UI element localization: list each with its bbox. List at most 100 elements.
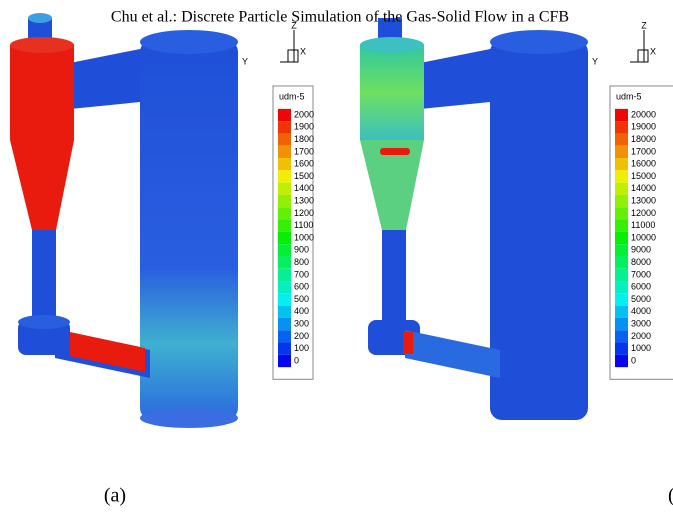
legend-label: 1100 bbox=[294, 220, 313, 230]
legend-swatch bbox=[278, 244, 291, 256]
legend-swatch bbox=[615, 330, 628, 342]
caption: (a) bbox=[104, 485, 126, 507]
legend-swatch bbox=[278, 281, 291, 293]
legend-label: 10000 bbox=[631, 232, 656, 242]
legend-swatch bbox=[278, 170, 291, 182]
legend-label: 1800 bbox=[294, 134, 314, 144]
legend-swatch bbox=[278, 207, 291, 219]
legend-label: 18000 bbox=[631, 134, 656, 144]
legend-label: 20000 bbox=[631, 109, 656, 119]
legend-label: 3000 bbox=[631, 318, 651, 328]
simulation-a bbox=[10, 13, 238, 428]
legend-swatch bbox=[615, 121, 628, 133]
legend-swatch bbox=[615, 355, 628, 367]
legend-swatch bbox=[278, 318, 291, 330]
legend-swatch bbox=[278, 121, 291, 133]
legend-swatch bbox=[615, 232, 628, 244]
axis-label: Y bbox=[242, 56, 248, 66]
legend-swatch bbox=[278, 195, 291, 207]
legend-swatch bbox=[278, 146, 291, 158]
legend-label: 900 bbox=[294, 245, 309, 255]
legend-label: 600 bbox=[294, 282, 309, 292]
legend-swatch bbox=[615, 256, 628, 268]
axis-label: Z bbox=[291, 20, 297, 30]
legend-label: 9000 bbox=[631, 245, 651, 255]
legend-label: 11000 bbox=[631, 220, 655, 230]
legend-label: 800 bbox=[294, 257, 309, 267]
legend-swatch bbox=[615, 318, 628, 330]
legend-swatch bbox=[278, 183, 291, 195]
legend-label: 0 bbox=[631, 355, 636, 365]
axis-box bbox=[638, 50, 648, 62]
legend-swatch bbox=[278, 133, 291, 145]
legend-label: 14000 bbox=[631, 183, 656, 193]
legend-label: 19000 bbox=[631, 122, 656, 132]
legend-swatch bbox=[615, 109, 628, 121]
legend-label: 1200 bbox=[294, 208, 314, 218]
figure: Chu et al.: Discrete Particle Simulation… bbox=[0, 0, 673, 517]
legend-swatch bbox=[615, 207, 628, 219]
legend-label: 13000 bbox=[631, 195, 656, 205]
legend-label: 2000 bbox=[294, 109, 314, 119]
legend-label: 16000 bbox=[631, 159, 656, 169]
legend-title: udm-5 bbox=[616, 91, 642, 101]
legend-swatch bbox=[615, 281, 628, 293]
legend-swatch bbox=[278, 330, 291, 342]
axis-label: Y bbox=[592, 56, 598, 66]
simulation-b bbox=[360, 18, 588, 420]
legend-label: 700 bbox=[294, 269, 309, 279]
legend-label: 0 bbox=[294, 355, 299, 365]
legend-label: 15000 bbox=[631, 171, 656, 181]
legend-label: 400 bbox=[294, 306, 309, 316]
legend-swatch bbox=[278, 256, 291, 268]
legend-label: 17000 bbox=[631, 146, 656, 156]
legend-title: udm-5 bbox=[279, 91, 305, 101]
legend-swatch bbox=[278, 343, 291, 355]
legend-swatch bbox=[615, 306, 628, 318]
legend-label: 1000 bbox=[294, 232, 314, 242]
legend-swatch bbox=[278, 109, 291, 121]
legend-label: 5000 bbox=[631, 294, 651, 304]
legend-label: 12000 bbox=[631, 208, 656, 218]
legend-label: 500 bbox=[294, 294, 309, 304]
legend-swatch bbox=[278, 232, 291, 244]
legend-label: 1300 bbox=[294, 195, 314, 205]
legend-swatch bbox=[615, 244, 628, 256]
legend-label: 1700 bbox=[294, 146, 314, 156]
legend-swatch bbox=[615, 269, 628, 281]
legend-swatch bbox=[278, 220, 291, 232]
legend-label: 1400 bbox=[294, 183, 314, 193]
legend-swatch bbox=[278, 158, 291, 170]
legend-swatch bbox=[278, 293, 291, 305]
legend-swatch bbox=[278, 306, 291, 318]
legend-label: 300 bbox=[294, 318, 309, 328]
legend-swatch bbox=[615, 146, 628, 158]
legend-label: 1000 bbox=[631, 343, 651, 353]
legend-label: 6000 bbox=[631, 282, 651, 292]
axis-label: X bbox=[650, 46, 656, 56]
legend-swatch bbox=[615, 220, 628, 232]
legend-swatch bbox=[278, 269, 291, 281]
axis-box bbox=[288, 50, 298, 62]
header-title: Chu et al.: Discrete Particle Simulation… bbox=[111, 9, 569, 26]
legend-label: 200 bbox=[294, 331, 309, 341]
axis-label: X bbox=[300, 46, 306, 56]
legend-swatch bbox=[615, 183, 628, 195]
legend-swatch bbox=[615, 293, 628, 305]
legend-label: 100 bbox=[294, 343, 309, 353]
legend-label: 1600 bbox=[294, 159, 314, 169]
legend-swatch bbox=[615, 133, 628, 145]
legend-label: 7000 bbox=[631, 269, 651, 279]
axis-label: Z bbox=[641, 20, 647, 30]
legend-label: 1500 bbox=[294, 171, 314, 181]
legend-swatch bbox=[615, 170, 628, 182]
legend-label: 1900 bbox=[294, 122, 314, 132]
legend-swatch bbox=[615, 158, 628, 170]
legend-label: 2000 bbox=[631, 331, 651, 341]
legend-label: 4000 bbox=[631, 306, 651, 316]
legend-swatch bbox=[278, 355, 291, 367]
caption: ( bbox=[668, 485, 673, 507]
legend-swatch bbox=[615, 343, 628, 355]
page: Chu et al.: Discrete Particle Simulation… bbox=[0, 0, 673, 517]
legend-swatch bbox=[615, 195, 628, 207]
